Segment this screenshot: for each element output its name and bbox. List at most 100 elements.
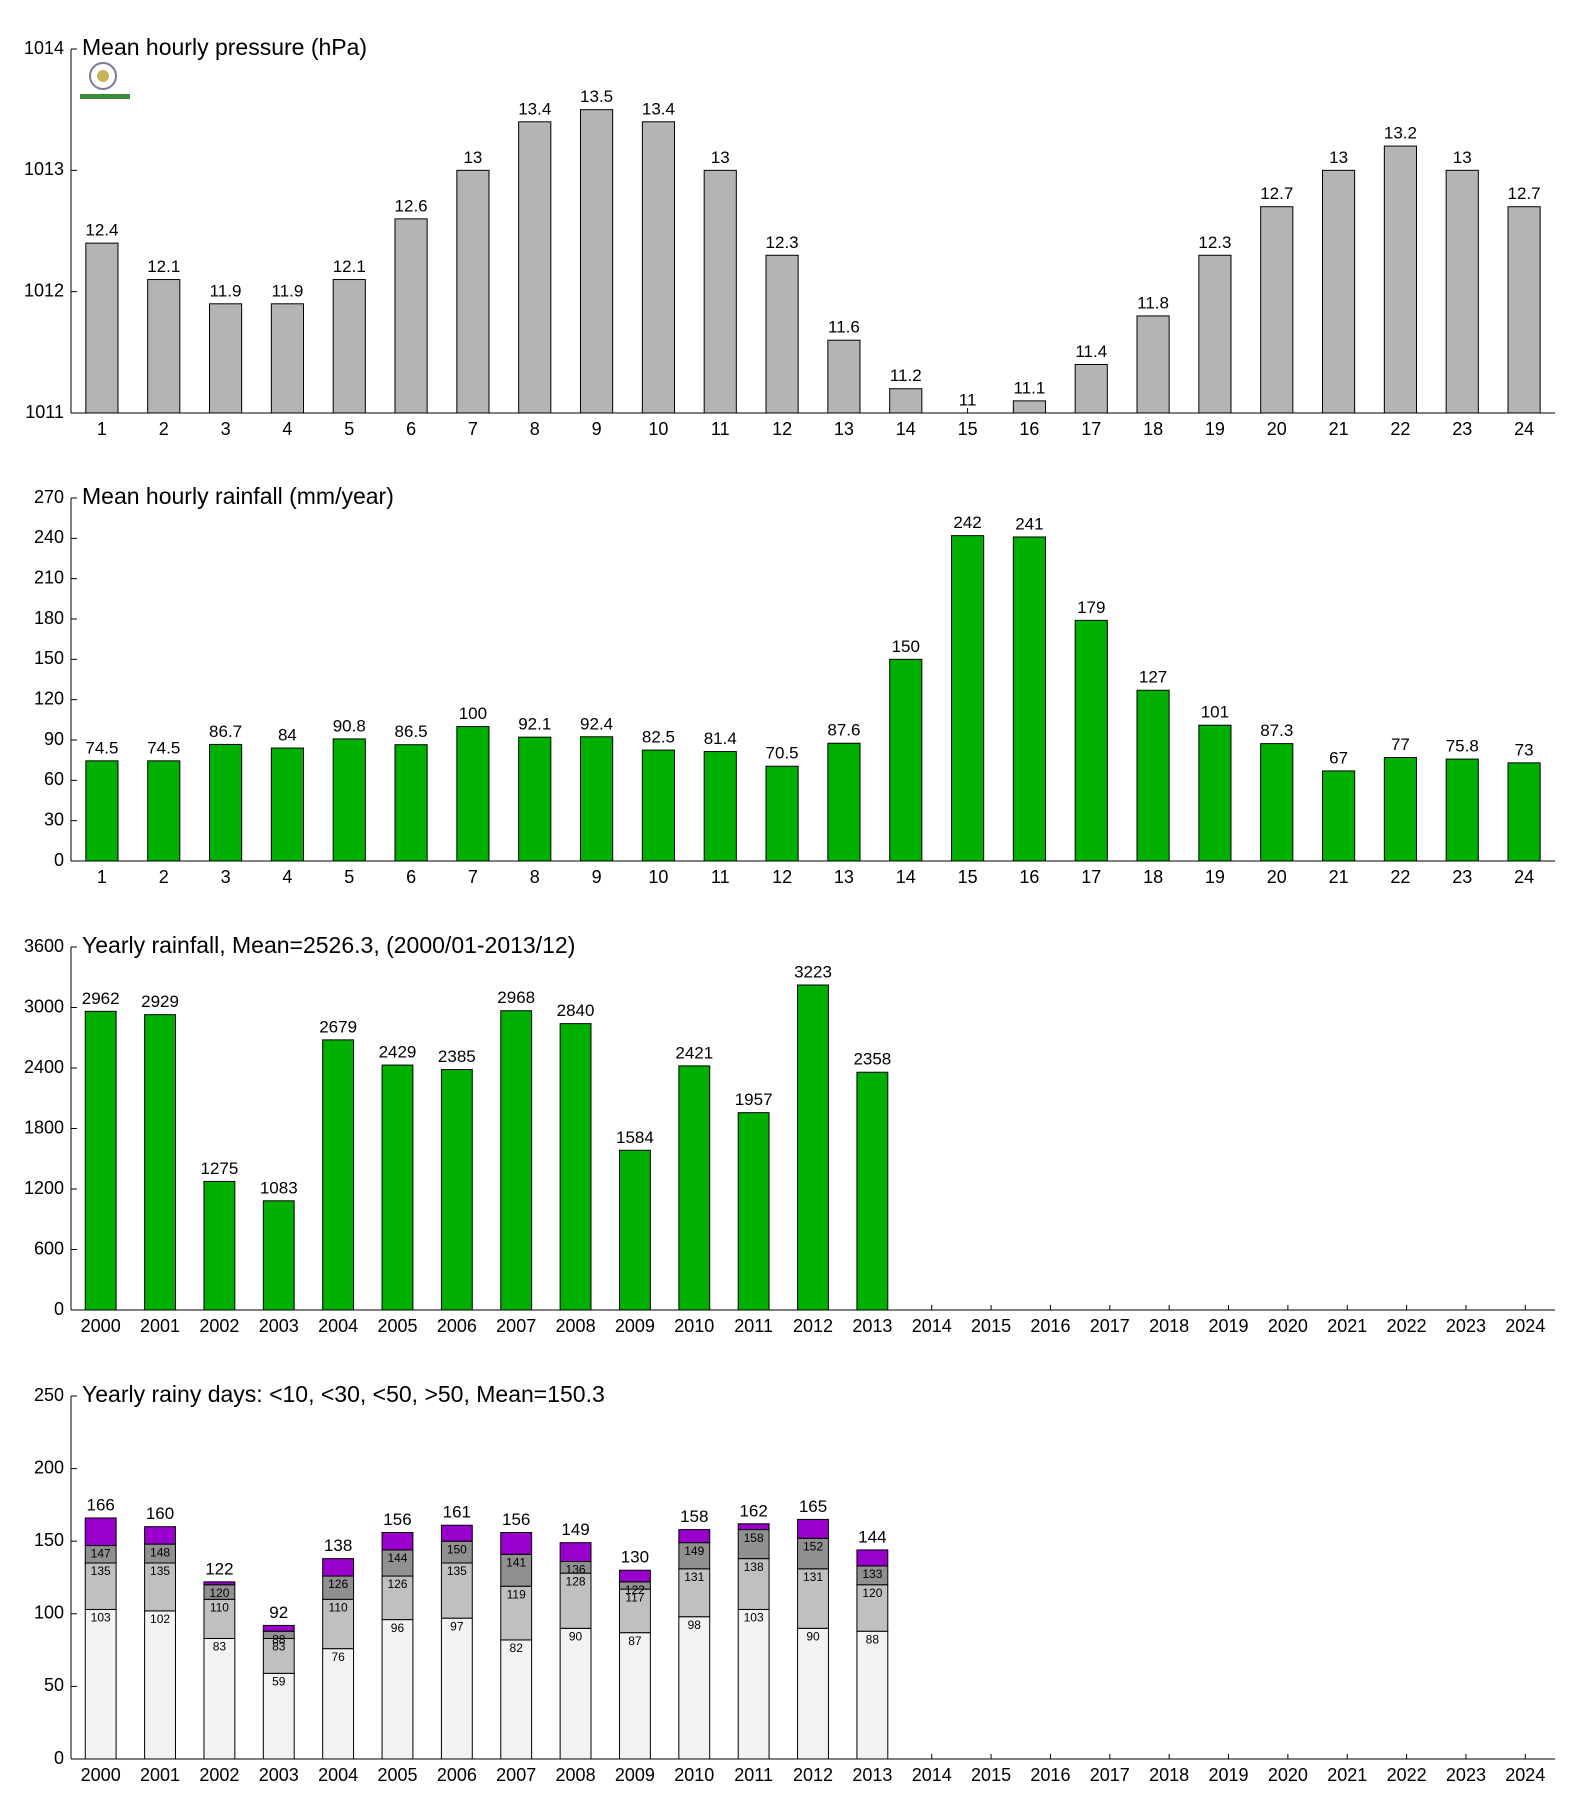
segment-label: 144 xyxy=(387,1551,407,1565)
value-label: 2968 xyxy=(497,988,535,1007)
x-tick-label: 2005 xyxy=(377,1765,417,1785)
value-label: 12.3 xyxy=(766,233,799,252)
bar xyxy=(1383,756,1417,862)
total-label: 160 xyxy=(146,1504,174,1523)
value-label: 242 xyxy=(953,513,981,532)
x-tick-label: 2013 xyxy=(852,1316,892,1336)
bar-segment xyxy=(144,1610,176,1760)
x-tick-label: 14 xyxy=(896,867,916,887)
value-label: 12.6 xyxy=(395,196,428,215)
x-tick-label: 2020 xyxy=(1268,1765,1308,1785)
bar xyxy=(85,242,119,414)
value-label: 127 xyxy=(1139,668,1167,687)
x-tick-label: 2022 xyxy=(1387,1765,1427,1785)
bar xyxy=(827,339,861,414)
value-label: 70.5 xyxy=(766,744,799,763)
bar-segment xyxy=(322,1598,355,1650)
segment-label: 97 xyxy=(450,1619,464,1633)
y-tick-label: 1014 xyxy=(24,38,64,58)
bar-segment xyxy=(737,1558,770,1610)
bar-segment xyxy=(500,1531,533,1555)
x-tick-label: 20 xyxy=(1267,419,1287,439)
value-label: 11.9 xyxy=(210,281,242,300)
value-label: 150 xyxy=(892,637,920,656)
value-label: 13 xyxy=(463,148,482,167)
y-tick-label: 3000 xyxy=(24,996,64,1016)
segment-label: 141 xyxy=(506,1555,526,1569)
x-tick-label: 2000 xyxy=(81,1316,121,1336)
x-tick-label: 2024 xyxy=(1505,1316,1545,1336)
value-label: 11.6 xyxy=(828,318,860,337)
y-tick-label: 600 xyxy=(34,1238,64,1258)
x-tick-label: 2017 xyxy=(1090,1316,1130,1336)
y-tick-label: 180 xyxy=(34,608,64,628)
value-label: 87.3 xyxy=(1260,721,1293,740)
y-tick-label: 1013 xyxy=(24,159,64,179)
bar xyxy=(797,984,829,1311)
bar-segment xyxy=(678,1529,711,1544)
value-label: 1083 xyxy=(260,1178,298,1197)
bar xyxy=(618,1149,651,1311)
bar-segment xyxy=(262,1624,295,1632)
segment-label: 117 xyxy=(625,1590,644,1604)
y-tick-label: 150 xyxy=(34,648,64,668)
x-tick-label: 2006 xyxy=(437,1316,477,1336)
x-tick-label: 2020 xyxy=(1268,1316,1308,1336)
bar xyxy=(518,736,552,862)
bar xyxy=(456,726,490,862)
value-label: 179 xyxy=(1077,598,1105,617)
bar-segment xyxy=(203,1581,236,1586)
y-tick-label: 1800 xyxy=(24,1117,64,1137)
segment-label: 148 xyxy=(150,1545,170,1559)
bar xyxy=(394,218,428,414)
value-label: 87.6 xyxy=(827,721,860,740)
bar xyxy=(394,744,428,862)
y-tick-label: 200 xyxy=(34,1457,64,1477)
segment-label: 147 xyxy=(91,1547,111,1561)
value-label: 2929 xyxy=(141,992,179,1011)
bar xyxy=(262,1200,295,1311)
x-tick-label: 8 xyxy=(530,419,540,439)
y-tick-label: 250 xyxy=(34,1385,64,1405)
bar xyxy=(1507,762,1541,862)
x-tick-label: 8 xyxy=(530,867,540,887)
bar xyxy=(381,1064,414,1311)
x-tick-label: 15 xyxy=(958,867,978,887)
x-tick-label: 1 xyxy=(97,419,107,439)
x-tick-label: 17 xyxy=(1081,419,1101,439)
x-tick-label: 2010 xyxy=(674,1316,714,1336)
bar xyxy=(500,1010,533,1311)
x-tick-label: 6 xyxy=(406,867,416,887)
bar xyxy=(678,1065,711,1311)
segment-label: 135 xyxy=(91,1564,111,1578)
segment-label: 82 xyxy=(510,1641,524,1655)
value-label: 12.7 xyxy=(1260,184,1293,203)
x-tick-label: 2019 xyxy=(1208,1765,1248,1785)
total-label: 158 xyxy=(680,1507,708,1526)
segment-label: 90 xyxy=(569,1629,583,1643)
bar xyxy=(1136,315,1170,414)
segment-label: 102 xyxy=(150,1612,170,1626)
bar xyxy=(641,121,675,414)
y-tick-label: 0 xyxy=(54,1748,64,1768)
value-label: 2385 xyxy=(438,1047,476,1066)
value-label: 1584 xyxy=(616,1128,654,1147)
bar xyxy=(951,535,985,862)
bar-segment xyxy=(440,1617,473,1760)
bar xyxy=(518,121,552,414)
segment-label: 119 xyxy=(507,1587,526,1601)
x-tick-label: 2013 xyxy=(852,1765,892,1785)
x-tick-label: 3 xyxy=(221,867,231,887)
bar xyxy=(856,1071,889,1311)
x-tick-label: 4 xyxy=(282,419,292,439)
y-tick-label: 1012 xyxy=(24,280,64,300)
value-label: 74.5 xyxy=(147,738,180,757)
value-label: 74.5 xyxy=(85,738,118,757)
bar-segment xyxy=(856,1630,889,1760)
x-tick-label: 9 xyxy=(592,419,602,439)
bar xyxy=(270,747,304,862)
x-tick-label: 2004 xyxy=(318,1316,358,1336)
x-tick-label: 2023 xyxy=(1446,1765,1486,1785)
segment-label: 131 xyxy=(803,1570,823,1584)
segment-label: 83 xyxy=(272,1640,286,1654)
